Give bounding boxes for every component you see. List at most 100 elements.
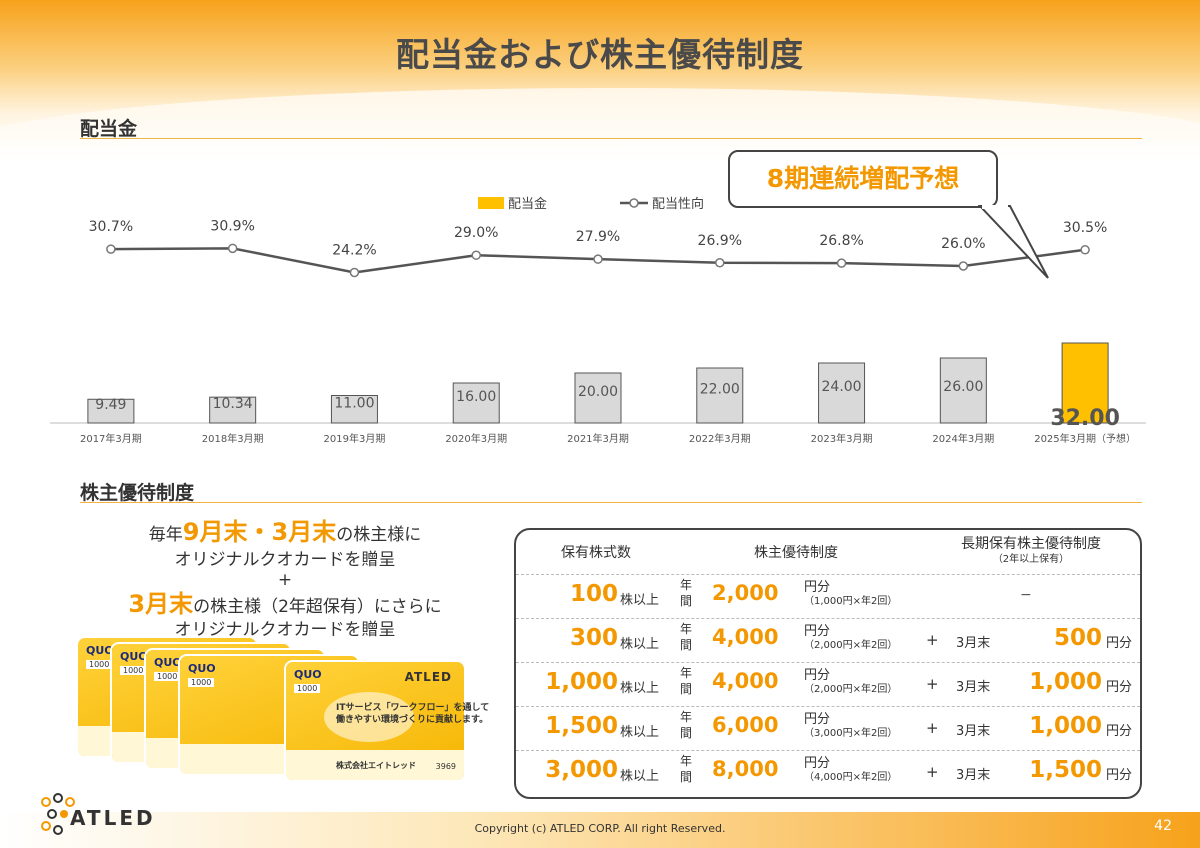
bar-5 (696, 367, 744, 424)
row-unit: 円分 （4,000円×年2回） (804, 756, 898, 783)
category-label-1: 2018年3月期 (202, 432, 264, 445)
category-label-0: 2017年3月期 (80, 432, 142, 445)
benefit-divider (80, 502, 1142, 503)
bar-0 (87, 398, 135, 424)
row-bonus-unit: 円分 (1106, 768, 1133, 783)
promo-line-4: オリジナルクオカードを贈呈 (174, 620, 396, 640)
card-code: 3969 (435, 762, 456, 771)
quo-amount: 1000 (120, 666, 147, 675)
line-point-1 (227, 243, 238, 254)
line-label-7: 26.0% (941, 236, 985, 252)
copyright: Copyright (c) ATLED CORP. All right Rese… (474, 822, 726, 835)
row-shares: 1,000 (545, 669, 618, 695)
header-shares: 保有株式数 (561, 545, 631, 561)
promo-line-3: 3月末の株主様（2年超保有）にさらに (128, 590, 442, 618)
benefit-table: 保有株式数 株主優待制度 長期保有株主優待制度 （2年以上保有） 100 株以上年… (514, 528, 1142, 799)
promo-line-2: オリジナルクオカードを贈呈 (174, 550, 396, 570)
bar-label-7: 26.00 (943, 379, 983, 395)
line-point-8 (1080, 245, 1090, 255)
row-bonus: 500 (1053, 625, 1102, 651)
category-label-8: 2025年3月期（予想） (1034, 432, 1136, 445)
table-row: 1,000 株以上 年間 4,000 円分 （2,000円×年2回） +3月末 1,000 円分 (516, 662, 1140, 707)
row-shares: 1,500 (545, 713, 618, 739)
bar-7 (939, 357, 987, 424)
table-row: 3,000 株以上 年間 8,000 円分 （4,000円×年2回） +3月末 1,500 円分 (516, 750, 1140, 795)
bar-6 (818, 362, 866, 424)
row-unit: 円分 （3,000円×年2回） (804, 712, 898, 739)
row-bonus: 1,500 (1029, 757, 1102, 783)
row-timing: 3月末 (956, 680, 991, 695)
row-shares-unit: 株以上 (620, 769, 660, 784)
line-label-6: 26.8% (819, 233, 863, 249)
line-point-2 (349, 267, 360, 278)
quo-card-front: QUO 1000 ATLED ITサービス「ワークフロー」を通して 働きやすい環境… (286, 662, 489, 780)
category-label-3: 2020年3月期 (445, 432, 507, 445)
row-plus: + (926, 631, 939, 649)
row-timing: 3月末 (956, 724, 991, 739)
legend-line-marker (629, 198, 639, 208)
line-point-0 (106, 244, 116, 254)
line-point-3 (471, 250, 481, 260)
row-shares: 100 (569, 581, 618, 607)
legend-bar-swatch (478, 197, 504, 209)
line-label-1: 30.9% (210, 218, 254, 234)
row-amount: 4,000 (712, 625, 779, 649)
line-point-4 (593, 254, 603, 264)
dividend-divider (80, 138, 1142, 139)
bar-label-6: 24.00 (822, 379, 862, 395)
line-label-3: 29.0% (454, 225, 498, 241)
row-nenkan: 年間 (680, 622, 693, 652)
row-plus: + (926, 719, 939, 737)
row-shares-unit: 株以上 (620, 593, 660, 608)
row-bonus: 1,000 (1029, 713, 1102, 739)
row-bonus-unit: 円分 (1106, 680, 1133, 695)
bar-1 (209, 396, 257, 424)
row-amount: 4,000 (712, 669, 779, 693)
callout-pointer (977, 205, 1049, 279)
row-amount: 8,000 (712, 757, 779, 781)
row-amount: 2,000 (712, 581, 779, 605)
quo-brand: QUO (294, 668, 322, 681)
category-label-2: 2019年3月期 (324, 432, 386, 445)
card-message: ITサービス「ワークフロー」を通して 働きやすい環境づくりに貢献します。 (336, 703, 490, 725)
line-label-0: 30.7% (89, 219, 133, 235)
header-benefit: 株主優待制度 (754, 545, 838, 561)
quo-brand: QUO (120, 650, 148, 663)
row-nenkan: 年間 (680, 710, 693, 740)
quo-amount: 1000 (86, 660, 113, 669)
logo-text: ATLED (70, 806, 156, 830)
row-timing: 3月末 (956, 636, 991, 651)
bar-label-4: 20.00 (578, 384, 618, 400)
line-point-5 (715, 258, 725, 268)
line-label-2: 24.2% (332, 242, 376, 258)
card-atled-mark: ATLED (404, 670, 452, 684)
bar-2 (330, 395, 378, 424)
table-row: 100 株以上 年間 2,000 円分 （1,000円×年2回） − (516, 574, 1140, 619)
line-point-7 (958, 261, 969, 271)
quo-brand: QUO (188, 662, 216, 675)
row-bonus: 1,000 (1029, 669, 1102, 695)
footer-band (0, 812, 1200, 848)
table-row: 1,500 株以上 年間 6,000 円分 （3,000円×年2回） +3月末 1,000 円分 (516, 706, 1140, 751)
header-long-term-sub: （2年以上保有） (992, 554, 1070, 565)
row-no-bonus: − (1020, 587, 1032, 603)
bar-4 (574, 372, 622, 424)
line-point-6 (836, 258, 847, 268)
category-label-6: 2023年3月期 (811, 432, 873, 445)
row-shares-unit: 株以上 (620, 725, 660, 740)
header-long-term: 長期保有株主優待制度 （2年以上保有） (926, 530, 1136, 574)
dividend-chart: 9.49 2017年3月期 10.34 2018年3月期 11.00 2019年3月期 16… (50, 196, 1146, 445)
row-bonus-unit: 円分 (1106, 724, 1133, 739)
header-long-term-title: 長期保有株主優待制度 (961, 536, 1101, 552)
row-nenkan: 年間 (680, 666, 693, 696)
callout-bubble: 8期連続増配予想 (728, 150, 998, 208)
row-shares-unit: 株以上 (620, 681, 660, 696)
bar-8 (1061, 342, 1109, 424)
row-amount: 6,000 (712, 713, 779, 737)
row-shares: 300 (569, 625, 618, 651)
row-nenkan: 年間 (680, 754, 693, 784)
row-shares-unit: 株以上 (620, 637, 660, 652)
category-label-7: 2024年3月期 (932, 432, 994, 445)
row-shares: 3,000 (545, 757, 618, 783)
bar-label-1: 10.34 (213, 396, 253, 412)
